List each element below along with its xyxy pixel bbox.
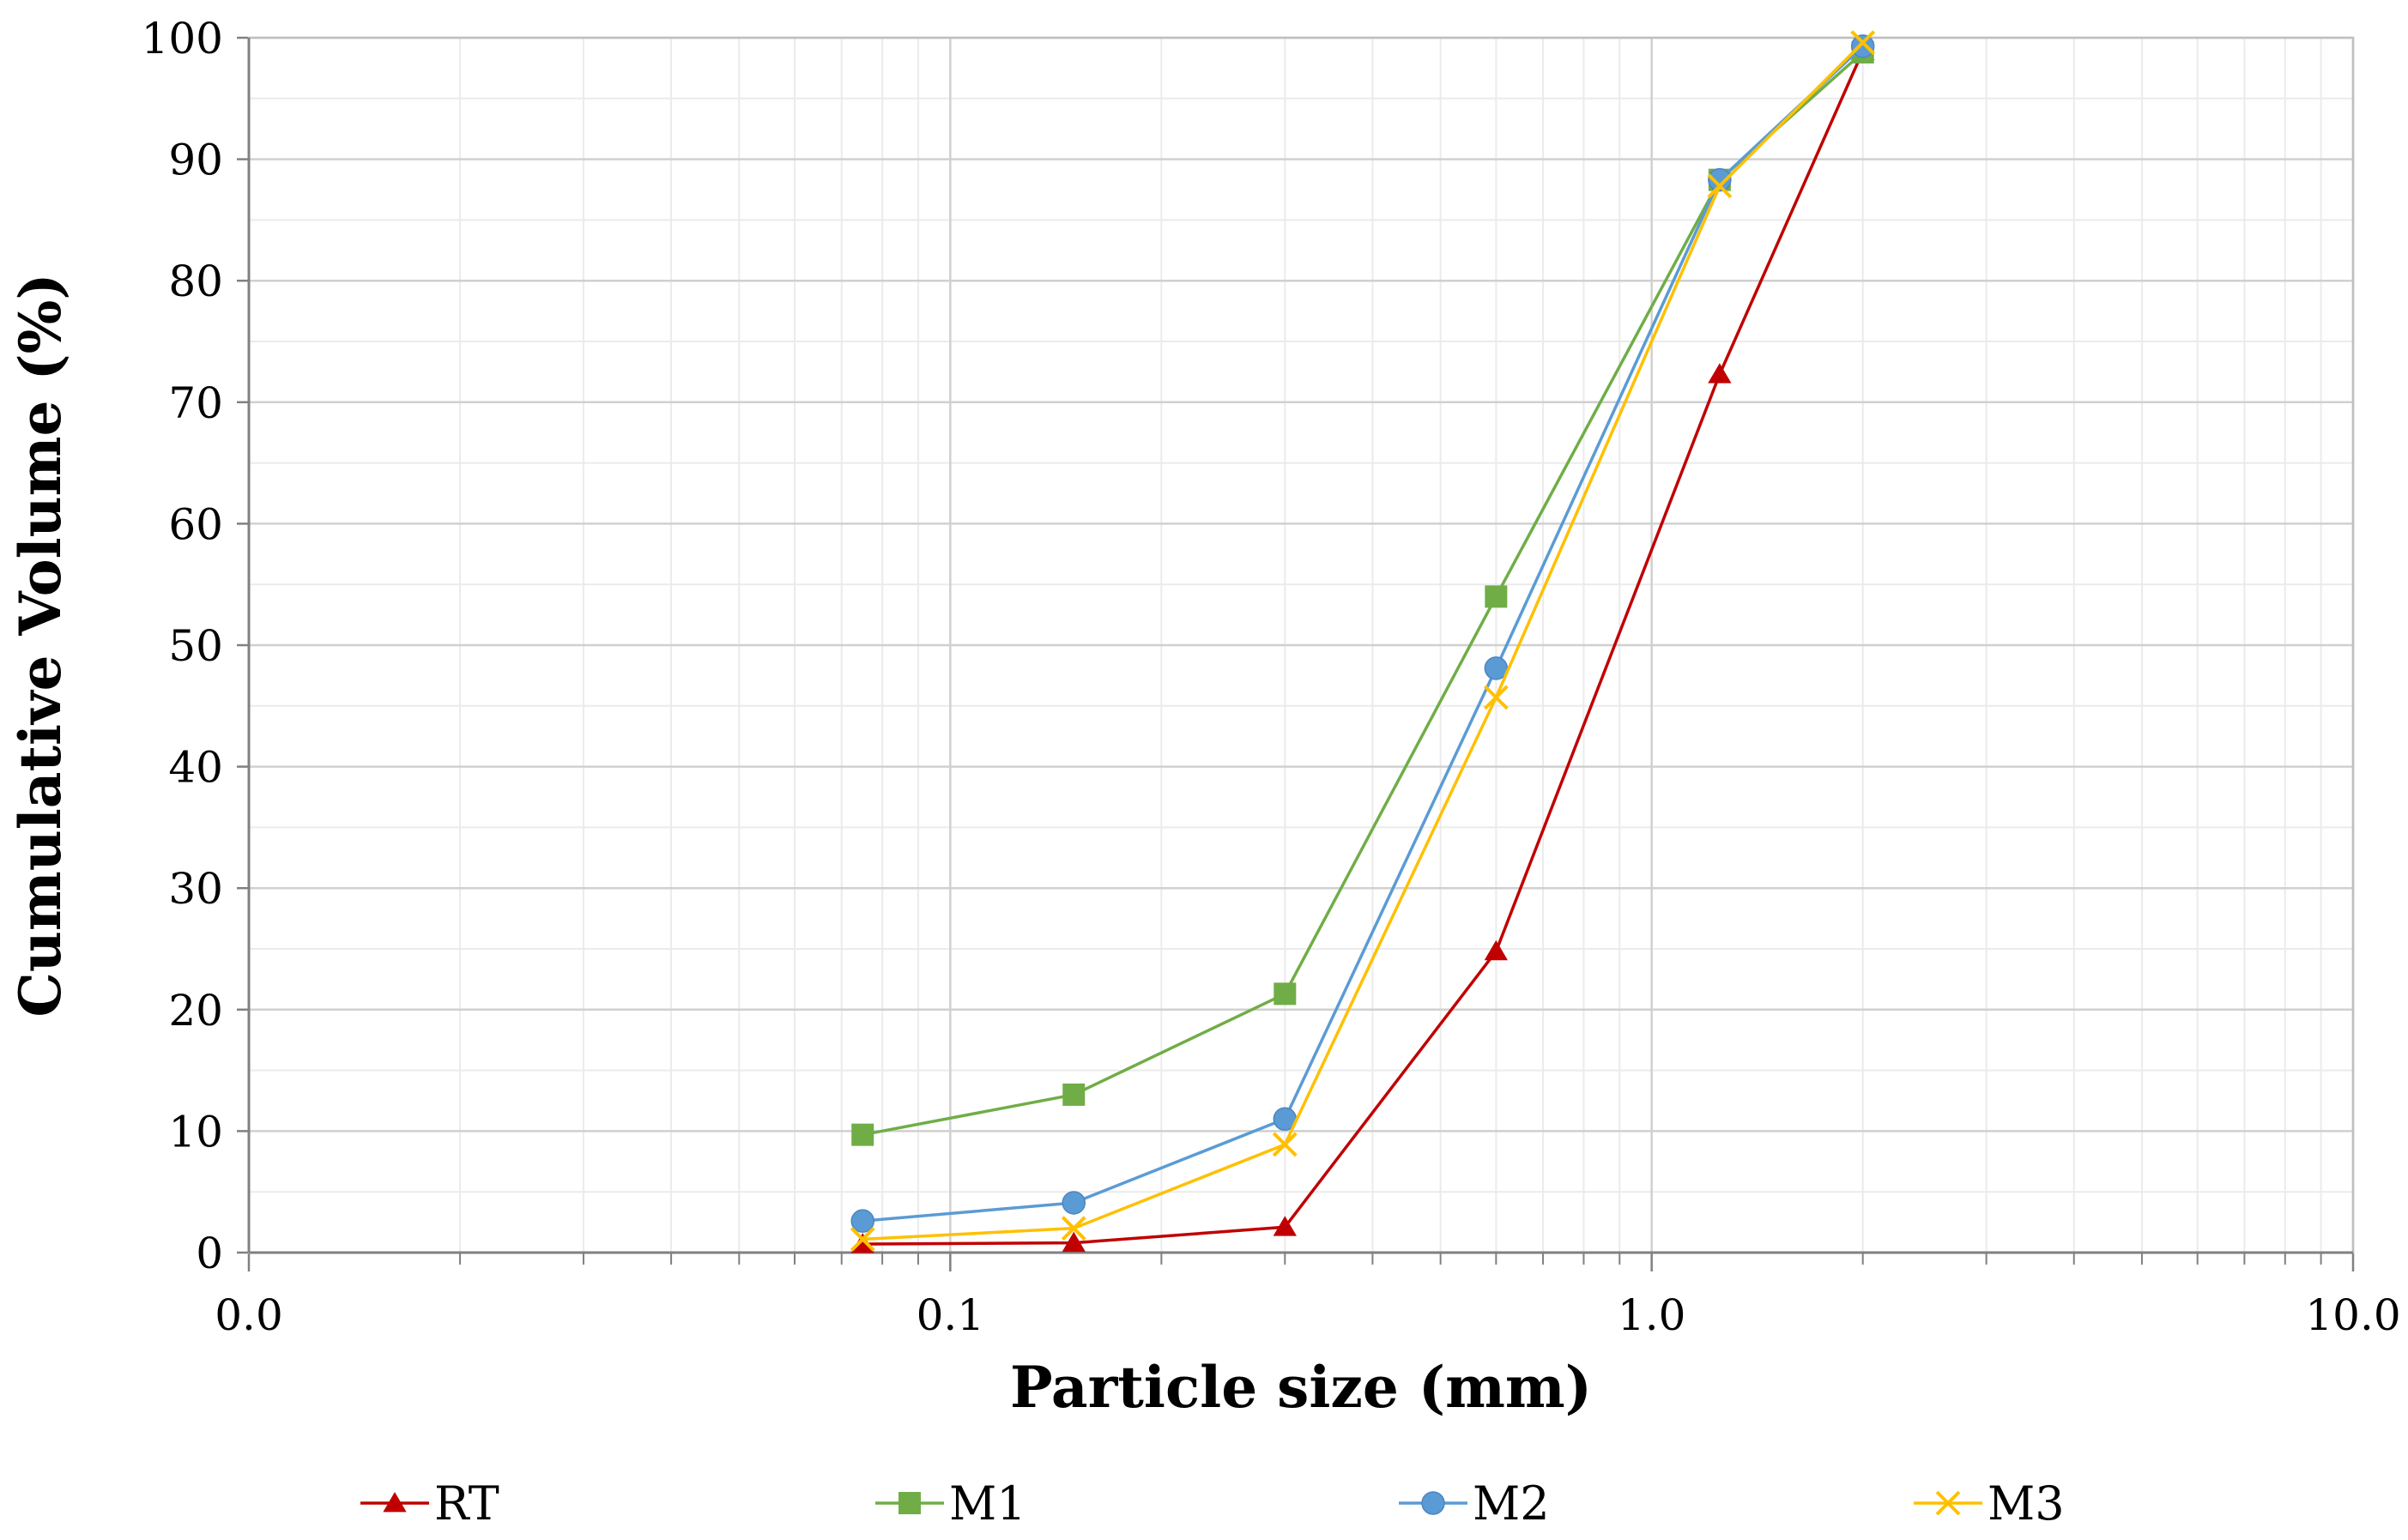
legend-label: M2 bbox=[1473, 1477, 1550, 1531]
legend-item-rt: RT bbox=[360, 1477, 499, 1531]
marker-circle bbox=[1421, 1491, 1445, 1515]
legend-item-m1: M1 bbox=[875, 1477, 1026, 1531]
marker-triangle bbox=[1273, 1216, 1297, 1236]
legend-item-m3: M3 bbox=[1914, 1477, 2065, 1531]
x-tick-label: 0.1 bbox=[917, 1290, 985, 1340]
x-tick-label: 1.0 bbox=[1618, 1290, 1686, 1340]
marker-x bbox=[1850, 30, 1876, 56]
legend-item-m2: M2 bbox=[1399, 1477, 1550, 1531]
marker-x-stroke bbox=[1272, 1132, 1298, 1157]
marker-square bbox=[898, 1492, 921, 1514]
marker-triangle bbox=[850, 1233, 874, 1253]
marker-x-stroke bbox=[1850, 30, 1876, 56]
y-tick-label: 50 bbox=[168, 621, 223, 671]
marker-x-stroke bbox=[1061, 1216, 1086, 1241]
marker-x bbox=[1483, 685, 1509, 710]
y-tick-label: 60 bbox=[168, 499, 223, 549]
marker-x bbox=[1272, 1132, 1298, 1157]
series-line-m3 bbox=[862, 41, 1864, 1241]
marker-x bbox=[1061, 1216, 1086, 1241]
y-tick-label: 40 bbox=[168, 743, 223, 793]
series-m3 bbox=[850, 30, 1876, 1252]
marker-triangle bbox=[1708, 363, 1732, 383]
series-line-rt bbox=[862, 50, 1865, 1246]
marker-x-stroke bbox=[1935, 1490, 1961, 1516]
axis-tick-labels: 0.0 0.1 1.0 10.0 0 10 20 30 40 50 60 70 80 90 100 bbox=[142, 14, 2401, 1340]
marker-square bbox=[1485, 585, 1508, 608]
marker-x bbox=[1707, 173, 1733, 199]
axes bbox=[237, 36, 2355, 1271]
x-axis-title: Particle size (mm) bbox=[1010, 1354, 1592, 1421]
y-tick-label: 20 bbox=[168, 986, 223, 1036]
y-tick-label: 30 bbox=[168, 864, 223, 914]
marker-circle bbox=[1850, 34, 1875, 58]
marker-triangle bbox=[1062, 1231, 1086, 1253]
marker-square bbox=[1062, 1083, 1086, 1106]
marker-x-stroke bbox=[1707, 173, 1733, 199]
marker-circle bbox=[1708, 167, 1732, 192]
series-m2 bbox=[850, 34, 1875, 1233]
x-tick-label: 10.0 bbox=[2305, 1290, 2400, 1340]
marker-x bbox=[1935, 1490, 1961, 1516]
legend-label: M3 bbox=[1988, 1477, 2065, 1531]
marker-triangle bbox=[1484, 939, 1508, 961]
series-layer bbox=[850, 30, 1876, 1253]
marker-x bbox=[850, 1227, 875, 1252]
y-tick-label: 90 bbox=[168, 136, 223, 185]
y-tick-label: 100 bbox=[142, 14, 223, 63]
marker-square bbox=[851, 1123, 874, 1146]
series-line-m2 bbox=[862, 45, 1864, 1223]
marker-circle bbox=[1062, 1191, 1086, 1215]
y-axis-title: Cumulative Volume (%) bbox=[7, 273, 74, 1017]
marker-circle bbox=[850, 1209, 874, 1233]
marker-x-stroke bbox=[1483, 685, 1509, 710]
legend-label: M1 bbox=[949, 1477, 1026, 1531]
marker-triangle bbox=[383, 1492, 407, 1513]
y-tick-label: 80 bbox=[168, 257, 223, 306]
x-tick-label: 0.0 bbox=[215, 1290, 283, 1340]
marker-square bbox=[1274, 982, 1297, 1006]
legend-label: RT bbox=[434, 1477, 499, 1531]
marker-x-stroke bbox=[850, 1227, 875, 1252]
legend: RT M1 M2 M3 bbox=[360, 1477, 2065, 1531]
y-tick-label: 70 bbox=[168, 378, 223, 428]
y-tick-label: 0 bbox=[196, 1229, 223, 1278]
y-tick-label: 10 bbox=[168, 1107, 223, 1157]
